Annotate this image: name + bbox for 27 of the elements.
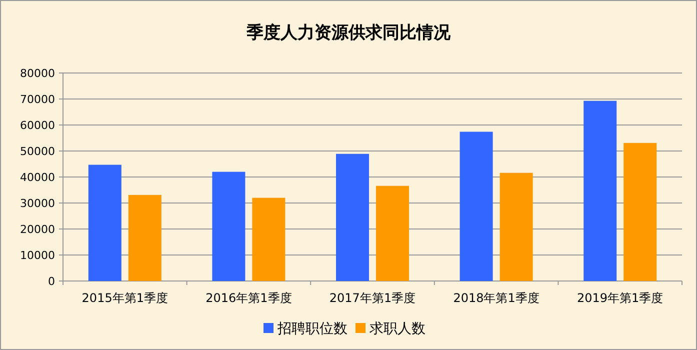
x-tick-label: 2019年第1季度: [577, 291, 664, 305]
bar: [212, 172, 246, 281]
y-tick-label: 50000: [20, 145, 55, 158]
bar: [252, 198, 286, 281]
legend-label: 求职人数: [370, 321, 426, 337]
x-tick-label: 2015年第1季度: [82, 291, 168, 305]
x-tick-label: 2018年第1季度: [453, 291, 540, 305]
y-tick-label: 0: [48, 275, 55, 288]
bar: [376, 186, 409, 281]
legend-label: 招聘职位数: [276, 321, 348, 337]
y-tick-label: 30000: [20, 197, 55, 210]
bar: [336, 154, 369, 281]
y-tick-label: 40000: [20, 171, 55, 184]
y-tick-label: 60000: [20, 119, 55, 132]
bar: [500, 172, 533, 281]
x-tick-label: 2016年第1季度: [206, 291, 292, 305]
y-tick-label: 20000: [20, 223, 55, 236]
chart-title: 季度人力资源供求同比情况: [246, 23, 452, 43]
bar: [460, 132, 493, 281]
y-tick-label: 80000: [20, 67, 55, 80]
bar: [584, 100, 617, 281]
bar: [88, 164, 122, 281]
bar: [128, 194, 162, 281]
x-tick-label: 2017年第1季度: [329, 291, 416, 305]
y-tick-label: 70000: [20, 93, 55, 106]
y-tick-label: 10000: [20, 249, 55, 262]
bar: [624, 142, 657, 281]
